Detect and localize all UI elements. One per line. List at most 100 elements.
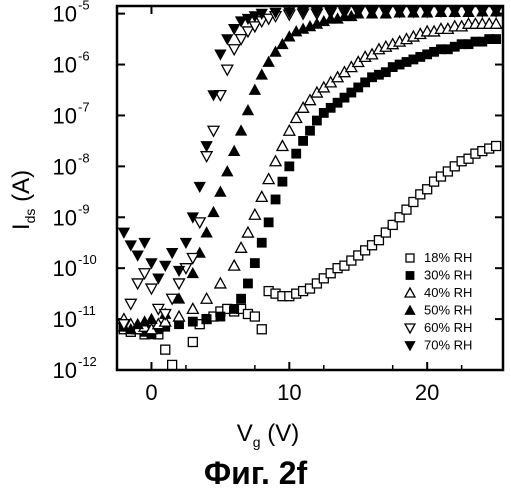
data-point — [257, 238, 266, 247]
data-point — [194, 218, 205, 228]
y-tick-label-exponent: -12 — [78, 354, 97, 369]
data-point — [492, 35, 501, 44]
data-point — [201, 142, 212, 152]
data-point — [277, 141, 288, 151]
data-point — [202, 315, 211, 324]
data-point — [188, 338, 197, 347]
data-point — [215, 278, 226, 288]
data-point — [243, 279, 252, 288]
data-point — [180, 238, 191, 248]
data-point — [237, 294, 246, 303]
y-tick-label-exponent: -9 — [78, 201, 90, 216]
data-point — [188, 317, 197, 326]
data-point — [153, 274, 164, 284]
y-tick-label-exponent: -6 — [78, 49, 90, 64]
data-point — [168, 360, 177, 369]
data-point — [256, 191, 267, 201]
data-point — [222, 35, 233, 45]
data-point — [161, 345, 170, 354]
data-point — [229, 260, 240, 270]
legend-label: 30% RH — [424, 268, 472, 283]
legend-label: 70% RH — [424, 338, 472, 353]
y-tick-label-exponent: -8 — [78, 150, 90, 165]
data-point — [250, 259, 259, 268]
data-point — [271, 195, 280, 204]
data-point — [263, 57, 274, 67]
legend-label: 40% RH — [424, 285, 472, 300]
data-point — [125, 241, 136, 251]
data-point — [285, 162, 294, 171]
data-point — [229, 45, 240, 55]
data-point — [118, 228, 129, 238]
data-point — [270, 156, 281, 166]
data-point — [174, 266, 185, 276]
legend-marker — [405, 288, 415, 297]
y-tick-label: 10 — [53, 358, 77, 383]
data-point — [299, 136, 308, 145]
y-tick-label: 10 — [53, 103, 77, 128]
data-point — [174, 311, 185, 321]
data-point — [208, 126, 219, 136]
y-tick-label: 10 — [53, 307, 77, 332]
y-tick-label-exponent: -11 — [78, 303, 96, 318]
y-tick-label: 10 — [53, 154, 77, 179]
data-point — [250, 312, 259, 321]
legend-marker — [406, 254, 414, 262]
legend-marker — [405, 342, 415, 351]
data-point — [229, 146, 240, 156]
data-point — [242, 105, 253, 115]
y-axis-title: Ids (A) — [8, 170, 38, 230]
data-point — [160, 261, 171, 271]
data-point — [249, 209, 260, 219]
data-point — [187, 303, 198, 313]
data-point — [201, 152, 212, 162]
data-point — [292, 149, 301, 158]
data-point — [132, 251, 143, 261]
y-tick-label-exponent: -7 — [78, 99, 90, 114]
data-point — [249, 85, 260, 95]
data-point — [222, 65, 233, 75]
data-point — [236, 125, 247, 135]
data-point — [257, 325, 266, 334]
legend-label: 50% RH — [424, 303, 472, 318]
x-axis-title: Vg (V) — [237, 420, 299, 450]
data-point — [264, 218, 273, 227]
data-point — [215, 50, 226, 60]
data-point — [187, 254, 198, 264]
data-point — [278, 177, 287, 186]
data-point — [194, 182, 205, 192]
data-point — [208, 207, 219, 217]
y-tick-label-exponent: -10 — [78, 252, 97, 267]
y-tick-label: 10 — [53, 2, 77, 27]
data-point — [139, 269, 150, 279]
data-point — [236, 35, 247, 45]
legend-marker — [405, 306, 415, 315]
data-point — [306, 126, 315, 135]
y-tick-label-exponent: -5 — [78, 0, 90, 13]
data-point — [230, 304, 239, 313]
data-point — [263, 174, 274, 184]
data-point — [215, 186, 226, 196]
data-point — [146, 284, 157, 294]
data-point — [201, 293, 212, 303]
data-point — [284, 125, 295, 135]
y-tick-label: 10 — [53, 53, 77, 78]
y-tick-label: 10 — [53, 256, 77, 281]
data-point — [216, 312, 225, 321]
data-point — [256, 69, 267, 79]
data-point — [291, 113, 302, 123]
data-point — [132, 279, 143, 289]
data-point — [201, 227, 212, 237]
x-tick-label: 20 — [415, 380, 439, 405]
data-point — [139, 238, 150, 248]
figure-caption: Фиг. 2f — [0, 455, 511, 492]
legend-marker — [406, 272, 414, 280]
legend-label: 60% RH — [424, 320, 472, 335]
data-point — [229, 24, 240, 34]
data-point — [492, 142, 501, 151]
x-tick-label: 10 — [277, 380, 301, 405]
x-tick-label: 0 — [145, 380, 157, 405]
data-point — [167, 248, 178, 258]
data-point — [236, 242, 247, 252]
